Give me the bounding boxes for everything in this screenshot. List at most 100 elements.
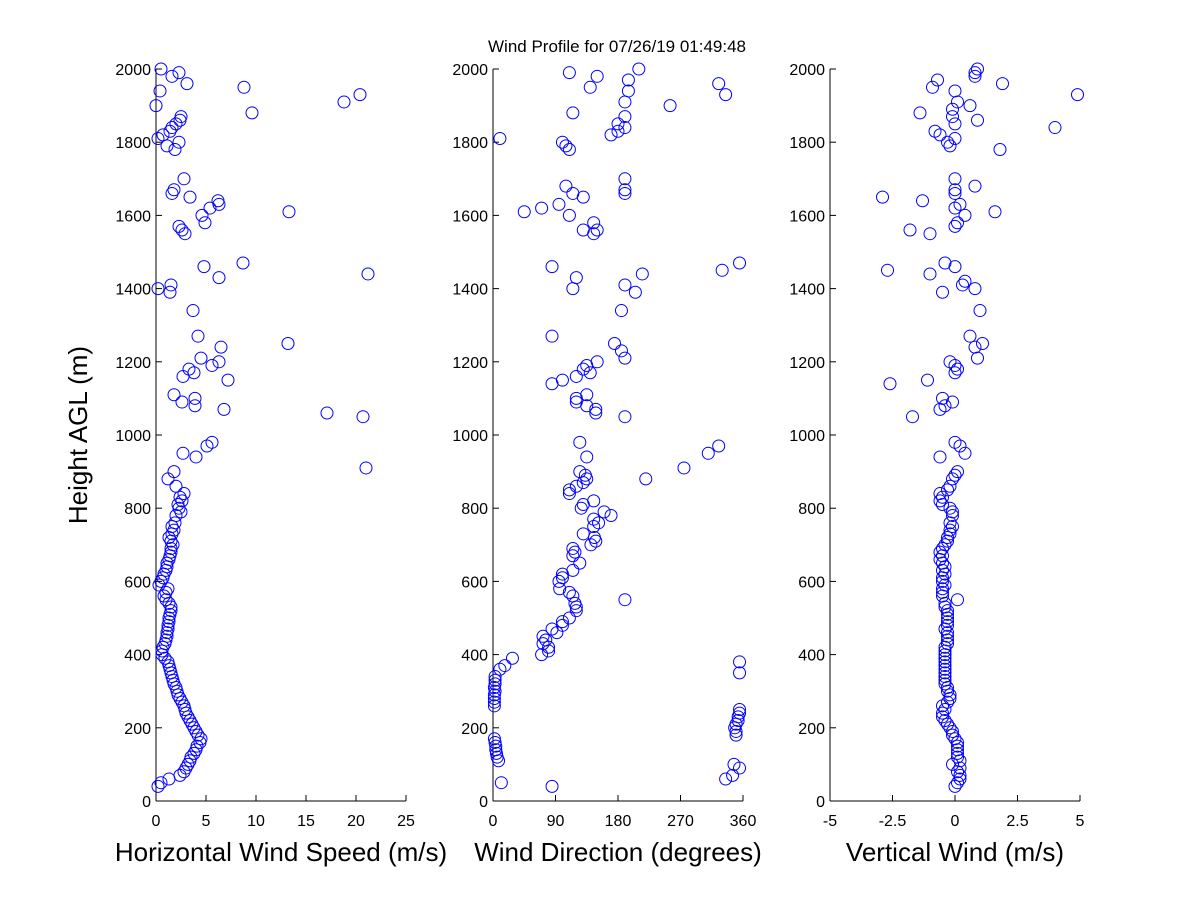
direction-data-point	[618, 172, 632, 186]
vertical-data-point	[958, 446, 972, 460]
vertical-data-point	[921, 373, 934, 387]
speed-data-point	[161, 472, 175, 486]
speed-data-point	[174, 505, 188, 519]
vertical-data-point	[938, 567, 952, 581]
direction-data-point	[562, 611, 576, 625]
direction-data-point	[712, 439, 726, 453]
vertical-data-point	[948, 117, 962, 131]
speed-data-point	[282, 205, 296, 219]
speed-y-tick-label: 1400	[115, 282, 151, 299]
vertical-data-point	[946, 110, 959, 124]
vertical-data-point	[946, 728, 959, 742]
direction-data-point	[569, 395, 583, 409]
speed-data-point	[320, 406, 334, 420]
vertical-data-point	[993, 143, 1007, 157]
speed-data-point	[191, 728, 205, 742]
direction-data-point	[580, 450, 594, 464]
speed-data-point	[214, 340, 228, 354]
speed-y-tick-label: 600	[124, 574, 151, 591]
vertical-data-point	[951, 216, 964, 230]
speed-data-point	[167, 523, 181, 537]
direction-data-point	[566, 282, 580, 296]
vertical-data-point	[948, 201, 962, 215]
direction-data-point	[535, 201, 549, 215]
vertical-x-tick-label: 0	[951, 813, 960, 830]
speed-data-point	[245, 106, 259, 120]
direction-data-point	[569, 369, 583, 383]
vertical-data-point	[971, 351, 984, 365]
speed-data-point	[189, 450, 203, 464]
direction-data-point	[488, 673, 502, 687]
speed-y-tick-label: 1600	[115, 208, 151, 225]
vertical-data-point	[933, 545, 947, 559]
speed-y-label: Height AGL (m)	[63, 346, 93, 524]
direction-x-tick-label: 360	[730, 813, 757, 830]
vertical-data-point	[933, 487, 947, 501]
vertical-data-point	[996, 77, 1009, 91]
direction-x-label: Wind Direction (degrees)	[474, 837, 762, 867]
vertical-x-label: Vertical Wind (m/s)	[846, 837, 1064, 867]
direction-y-tick-label: 1400	[452, 282, 488, 299]
direction-data-point	[604, 509, 618, 523]
vertical-data-point	[953, 754, 967, 768]
speed-data-point	[353, 88, 367, 102]
speed-x-label: Horizontal Wind Speed (m/s)	[115, 837, 447, 867]
vertical-data-point	[936, 706, 949, 720]
direction-y-tick-label: 400	[461, 648, 488, 665]
vertical-data-point	[946, 509, 959, 523]
vertical-data-point	[938, 666, 952, 680]
speed-data-point	[337, 95, 351, 109]
vertical-data-point	[883, 377, 897, 391]
vertical-data-point	[946, 724, 959, 738]
direction-data-point	[583, 80, 597, 94]
speed-y-tick-label: 1200	[115, 355, 151, 372]
vertical-data-point	[936, 549, 949, 563]
speed-y-tick-label: 800	[124, 501, 151, 518]
vertical-data-point	[936, 498, 949, 512]
speed-data-point	[161, 582, 175, 596]
direction-data-point	[487, 699, 501, 713]
vertical-data-point	[968, 69, 982, 83]
direction-data-point	[487, 692, 501, 706]
vertical-data-point	[938, 399, 952, 413]
vertical-data-point	[943, 501, 957, 515]
direction-data-point	[726, 768, 740, 782]
vertical-data-point	[936, 556, 949, 570]
vertical-data-point	[933, 450, 947, 464]
direction-data-point	[574, 501, 588, 515]
direction-data-point	[587, 530, 601, 544]
direction-data-point	[715, 263, 729, 277]
vertical-y-tick-label: 1200	[789, 355, 825, 372]
vertical-y-tick-label: 1800	[789, 135, 825, 152]
direction-data-point	[562, 66, 576, 80]
direction-data-point	[493, 132, 507, 146]
direction-data-point	[590, 355, 604, 369]
vertical-data-point	[936, 574, 949, 588]
speed-data-point	[172, 135, 186, 149]
direction-data-point	[566, 106, 580, 120]
vertical-data-point	[946, 395, 959, 409]
speed-data-point	[153, 84, 167, 98]
vertical-data-point	[936, 490, 949, 504]
speed-data-point	[188, 391, 202, 405]
direction-data-point	[487, 732, 501, 746]
speed-x-tick-label: 0	[152, 813, 161, 830]
speed-data-point	[149, 99, 163, 113]
direction-data-point	[618, 121, 632, 135]
direction-data-point	[573, 435, 587, 449]
speed-data-point	[172, 66, 186, 80]
speed-data-point	[183, 190, 197, 204]
vertical-y-tick-label: 400	[798, 648, 825, 665]
vertical-y-tick-label: 2000	[789, 62, 825, 79]
speed-data-point	[281, 337, 295, 350]
speed-data-point	[167, 465, 181, 479]
vertical-data-point	[941, 618, 954, 632]
direction-data-point	[555, 618, 569, 632]
vertical-y-tick-label: 0	[816, 794, 825, 811]
vertical-data-point	[948, 468, 962, 482]
direction-y-tick-label: 1800	[452, 135, 488, 152]
direction-y-tick-label: 800	[461, 501, 488, 518]
speed-data-point	[154, 62, 168, 76]
direction-data-point	[587, 512, 601, 526]
direction-data-point	[587, 520, 601, 533]
